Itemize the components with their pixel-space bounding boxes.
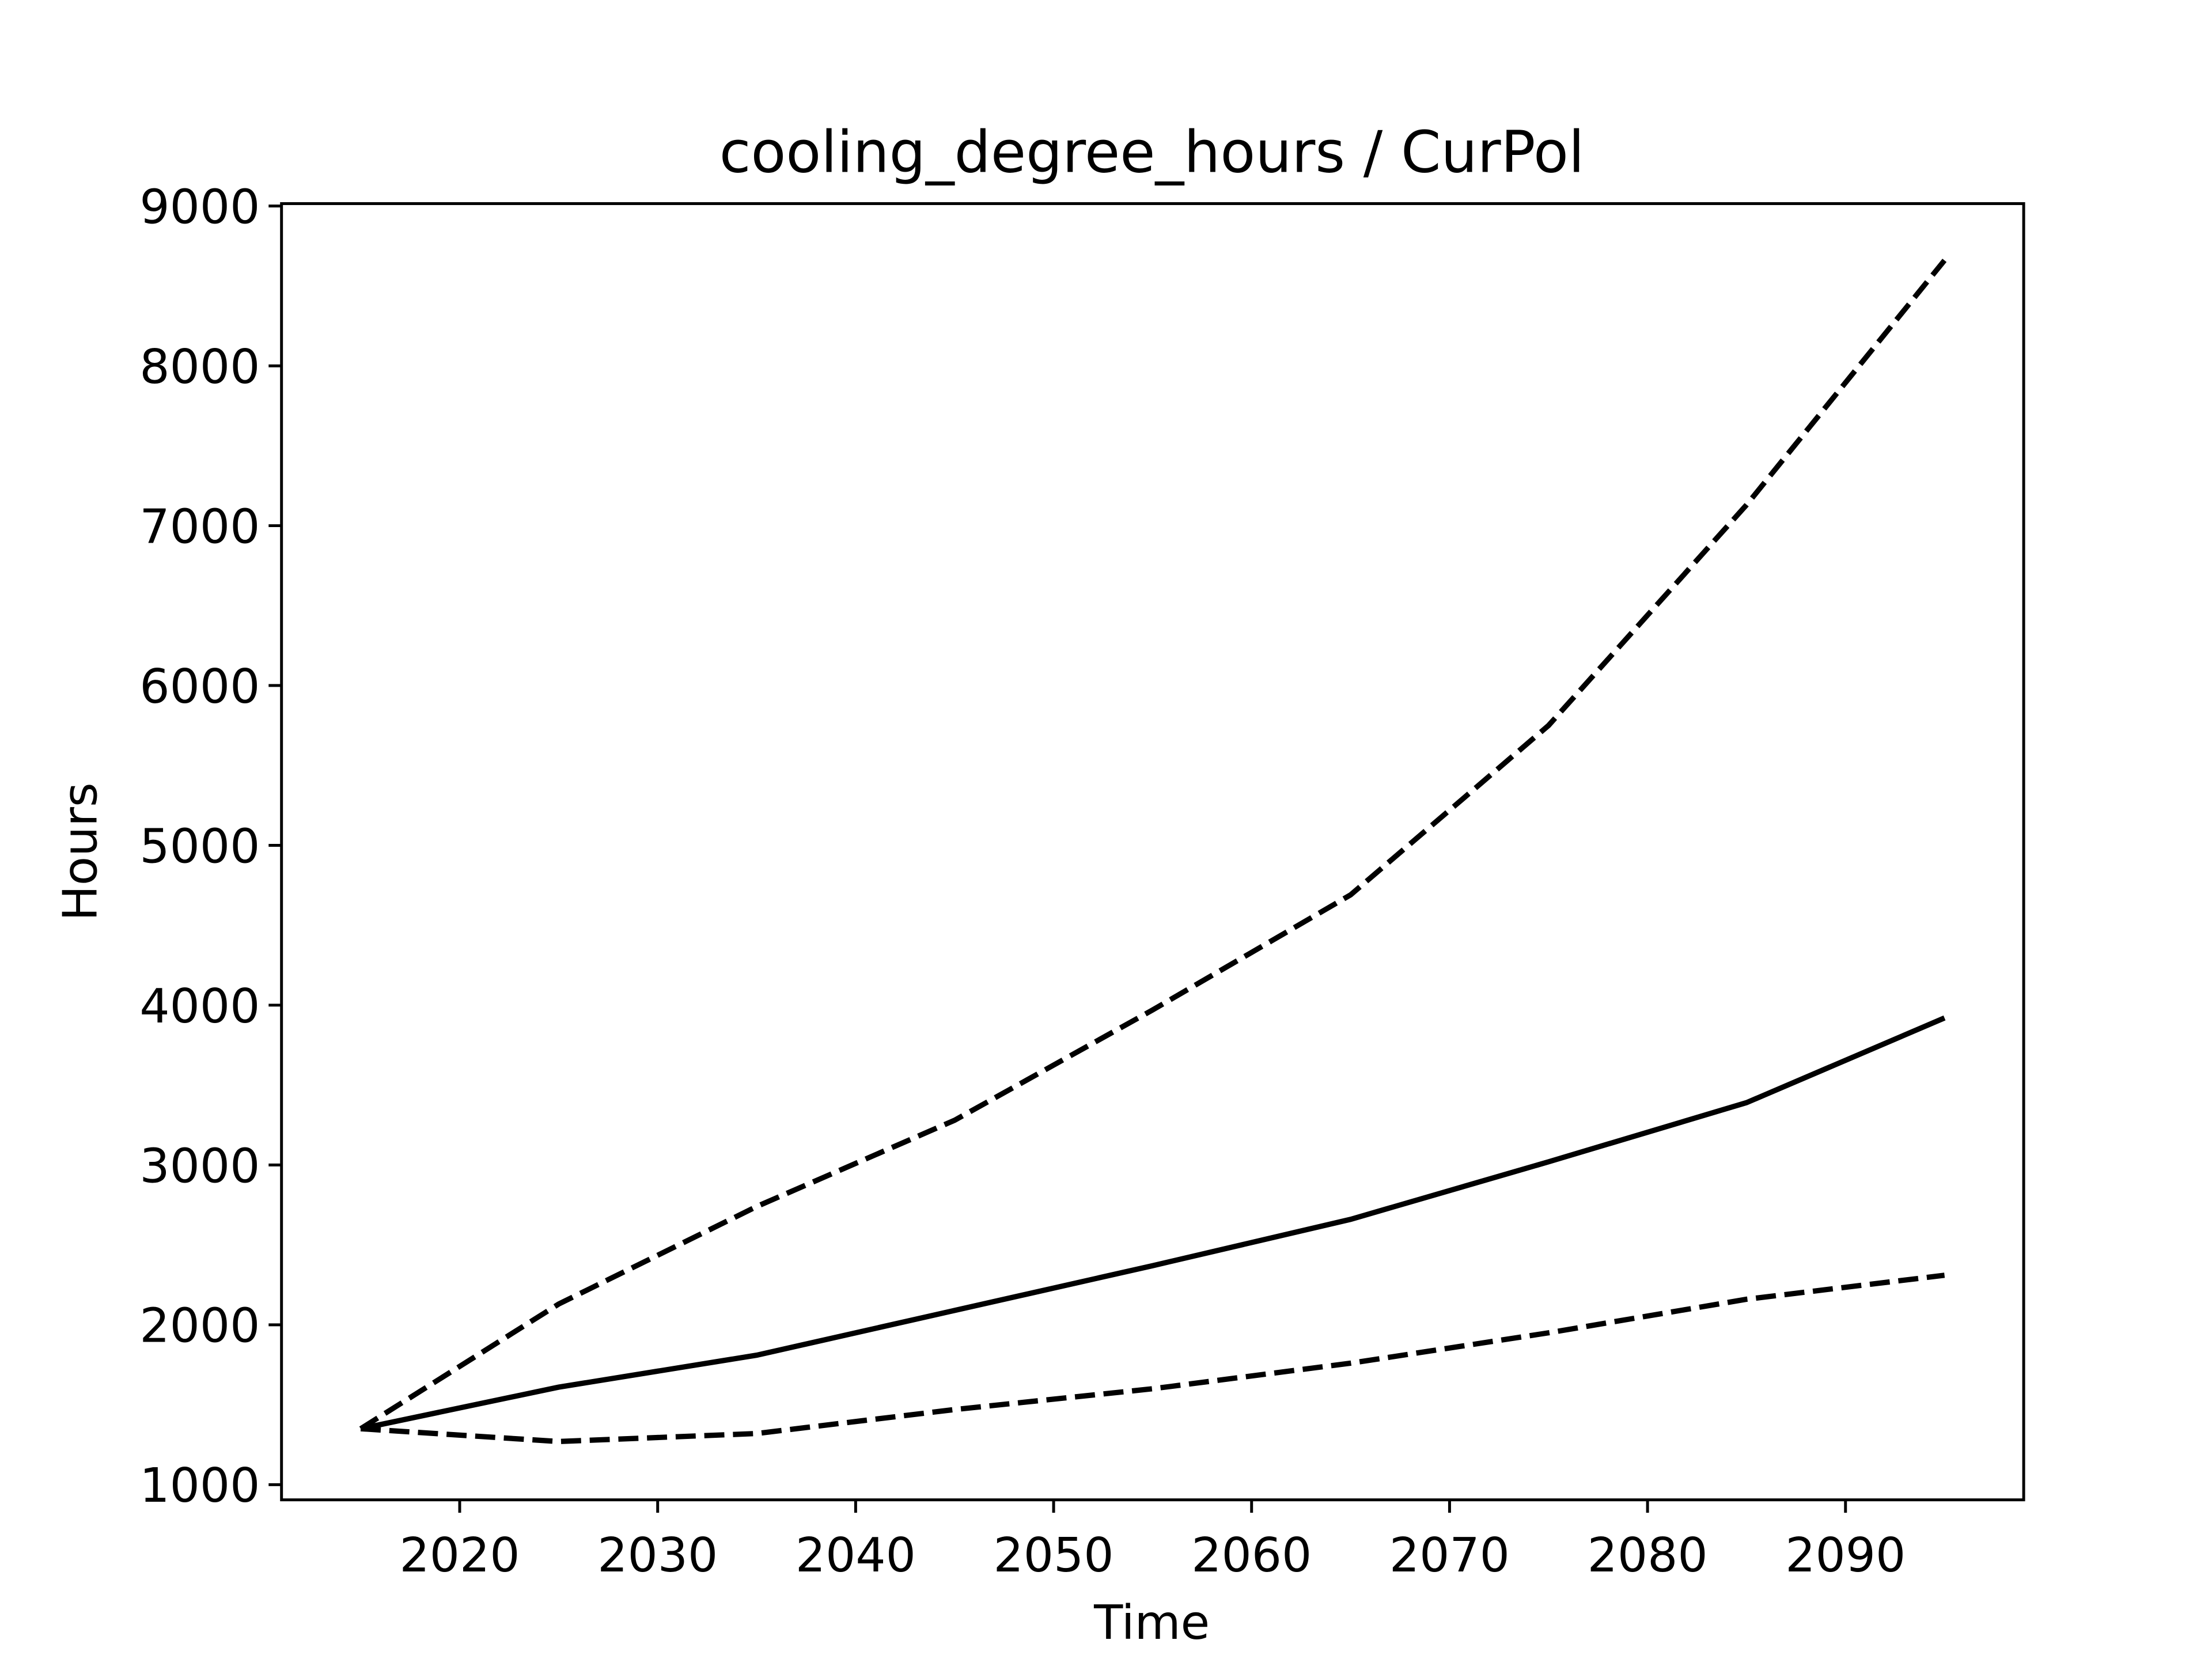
- data-line: [359, 259, 1947, 1431]
- y-tick-label: 3000: [139, 1139, 260, 1194]
- y-tick-label: 4000: [139, 979, 260, 1034]
- x-tick-label: 2080: [1588, 1528, 1708, 1583]
- x-tick-label: 2060: [1191, 1528, 1312, 1583]
- y-tick-label: 7000: [139, 499, 260, 554]
- data-line: [360, 1015, 1946, 1431]
- x-tick-label: 2040: [796, 1528, 916, 1583]
- y-tick-label: 8000: [139, 340, 260, 395]
- x-tick-label: 2020: [400, 1528, 520, 1583]
- x-axis-label: Time: [1093, 1596, 1210, 1650]
- y-tick-label: 9000: [139, 180, 260, 234]
- y-tick-label: 5000: [139, 819, 260, 874]
- y-tick-label: 6000: [139, 660, 260, 714]
- x-tick-label: 2050: [994, 1528, 1114, 1583]
- data-line: [360, 1272, 1945, 1445]
- x-tick-label: 2030: [597, 1528, 718, 1583]
- chart-title: cooling_degree_hours / CurPol: [719, 120, 1585, 186]
- y-tick-label: 2000: [139, 1299, 260, 1354]
- x-tick-label: 2090: [1785, 1528, 1906, 1583]
- x-tick-label: 2070: [1389, 1528, 1510, 1583]
- y-axis-label: Hours: [54, 782, 108, 921]
- plot-frame: [280, 202, 2025, 1502]
- y-tick-label: 1000: [139, 1459, 260, 1513]
